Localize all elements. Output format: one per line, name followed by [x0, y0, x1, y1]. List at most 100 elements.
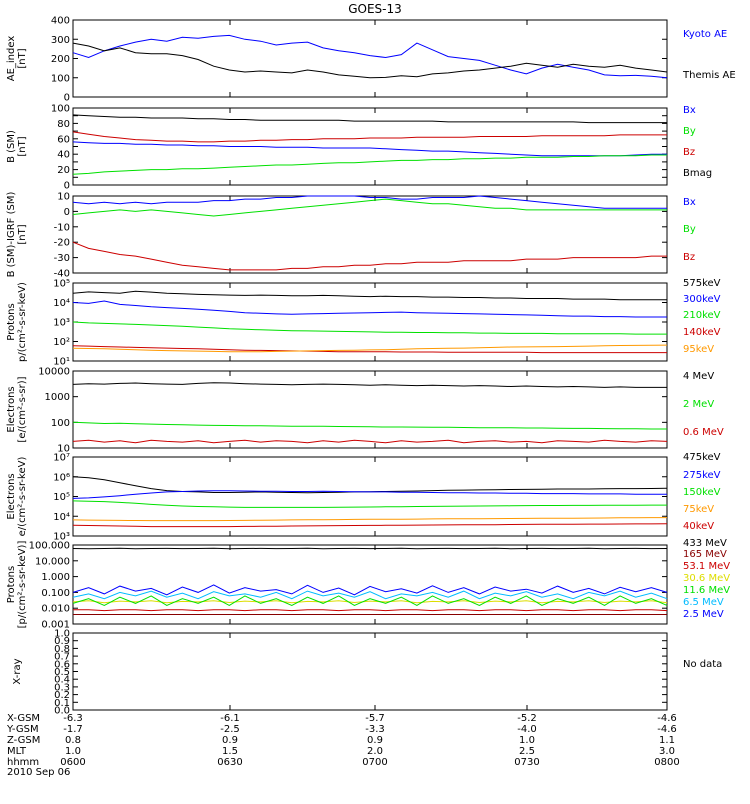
y-tick-label-b_sm: 60 [57, 134, 70, 145]
legend-label: 475keV [683, 452, 721, 463]
y-axis-title-electrons_mev: Electrons [6, 386, 17, 432]
ephemeris-value-hhmm: 0600 [60, 757, 85, 768]
y-tick-label-electrons_kev: 10⁵ [53, 492, 70, 503]
series-line-b_igrf-2 [73, 242, 667, 270]
series-line-b_igrf-1 [73, 199, 667, 216]
y-tick-label-electrons_mev: 100 [51, 418, 70, 429]
y-tick-label-xray: 1.0 [54, 629, 70, 640]
ephemeris-value-xgsm: -5.2 [517, 713, 537, 724]
ephemeris-value-ygsm: -3.3 [365, 724, 385, 735]
panel-frame-b_sm [73, 108, 667, 185]
legend-label: By [683, 224, 696, 235]
ephemeris-value-zgsm: 0.9 [222, 735, 238, 746]
legend-label: Bx [683, 197, 696, 208]
y-tick-label-protons_mev: 1.000 [41, 572, 70, 583]
legend-label: 275keV [683, 470, 721, 481]
ephemeris-value-ygsm: -4.6 [657, 724, 677, 735]
series-line-electrons_kev-3 [73, 518, 667, 521]
ephemeris-value-xgsm: -6.3 [63, 713, 83, 724]
y-tick-label-b_sm: 100 [51, 104, 70, 115]
ephemeris-row-label: Y-GSM [6, 724, 39, 735]
series-line-electrons_mev-2 [73, 440, 667, 443]
legend-label: 2.5 MeV [683, 609, 724, 620]
y-tick-label-b_sm: 0 [64, 181, 70, 192]
ephemeris-value-hhmm: 0800 [654, 757, 679, 768]
series-line-protons_low-1 [73, 301, 667, 317]
y-tick-label-b_igrf: -20 [54, 238, 70, 249]
y-tick-label-protons_mev: 100.000 [29, 541, 70, 552]
y-axis-title-protons_low: p/(cm²-s-sr-keV) [17, 282, 28, 362]
y-axis-title-ae: AE_index [6, 36, 17, 82]
y-axis-title-electrons_mev: [e/(cm²-s-sr)] [17, 376, 28, 442]
legend-label: 0.6 MeV [683, 427, 724, 438]
ephemeris-value-zgsm: 0.8 [65, 735, 81, 746]
ephemeris-value-xgsm: -5.7 [365, 713, 385, 724]
legend-label: Themis AE [682, 70, 736, 81]
y-tick-label-electrons_kev: 10⁶ [53, 472, 70, 483]
ephemeris-row-label: Z-GSM [7, 735, 40, 746]
y-tick-label-b_sm: 80 [57, 119, 70, 130]
legend-label: By [683, 126, 696, 137]
legend-label: 95keV [683, 344, 714, 355]
ephemeris-value-ygsm: -1.7 [63, 724, 83, 735]
no-data-note: No data [683, 659, 722, 670]
series-line-b_sm-0 [73, 142, 667, 156]
series-line-protons_low-3 [73, 346, 667, 353]
series-line-ae-0 [73, 35, 667, 77]
panel-frame-electrons_mev [73, 371, 667, 448]
series-line-protons_mev-2 [73, 610, 667, 611]
panel-frame-xray [73, 633, 667, 710]
legend-label: 11.6 MeV [683, 585, 730, 596]
ephemeris-row-label: X-GSM [7, 713, 40, 724]
y-axis-title-b_igrf: [nT] [17, 224, 28, 244]
series-line-protons_mev-5 [73, 591, 667, 599]
ephemeris-value-mlt: 2.0 [367, 746, 383, 757]
y-tick-label-electrons_kev: 10⁷ [53, 453, 70, 464]
series-line-electrons_kev-1 [73, 491, 667, 499]
ephemeris-value-ygsm: -2.5 [220, 724, 240, 735]
y-tick-label-protons_low: 10⁴ [53, 298, 70, 309]
ephemeris-value-zgsm: 1.1 [659, 735, 675, 746]
legend-label: 210keV [683, 310, 721, 321]
y-axis-title-b_sm: [nT] [17, 136, 28, 156]
legend-label: Bmag [683, 168, 712, 179]
ephemeris-value-hhmm: 0700 [362, 757, 387, 768]
series-line-electrons_mev-1 [73, 422, 667, 429]
series-line-b_sm-3 [73, 115, 667, 123]
y-tick-label-b_sm: 20 [57, 165, 70, 176]
ephemeris-value-mlt: 1.0 [65, 746, 81, 757]
legend-label: 53.1 MeV [683, 561, 730, 572]
ephemeris-value-ygsm: -4.0 [517, 724, 537, 735]
y-tick-label-b_igrf: 0 [64, 207, 70, 218]
series-line-protons_low-2 [73, 322, 667, 334]
legend-label: 75keV [683, 504, 714, 515]
ephemeris-value-mlt: 3.0 [659, 746, 675, 757]
y-axis-title-electrons_kev: e/(cm²-s-sr-keV) [17, 457, 28, 537]
panel-frame-ae [73, 20, 667, 97]
legend-label: Bz [683, 147, 695, 158]
legend-label: 433 MeV [683, 538, 727, 549]
series-line-electrons_mev-0 [73, 383, 667, 388]
series-line-electrons_kev-0 [73, 477, 667, 493]
y-tick-label-ae: 400 [51, 16, 70, 27]
series-line-ae-1 [73, 43, 667, 78]
y-axis-title-ae: [nT] [17, 48, 28, 68]
y-axis-title-xray: X-ray [12, 658, 23, 684]
y-tick-label-b_igrf: -10 [54, 222, 70, 233]
y-tick-label-protons_low: 10³ [53, 318, 70, 329]
legend-label: 300keV [683, 294, 721, 305]
legend-label: 6.5 MeV [683, 597, 724, 608]
legend-label: 165 MeV [683, 549, 727, 560]
y-tick-label-ae: 100 [51, 73, 70, 84]
y-tick-label-protons_mev: 0.010 [41, 604, 70, 615]
series-line-electrons_kev-4 [73, 524, 667, 527]
ephemeris-value-hhmm: 0730 [514, 757, 539, 768]
ephemeris-value-xgsm: -4.6 [657, 713, 677, 724]
ephemeris-value-mlt: 2.5 [519, 746, 535, 757]
y-tick-label-protons_low: 10⁵ [53, 279, 70, 290]
ephemeris-value-mlt: 1.5 [222, 746, 238, 757]
legend-label: 575keV [683, 278, 721, 289]
ephemeris-value-zgsm: 0.9 [367, 735, 383, 746]
